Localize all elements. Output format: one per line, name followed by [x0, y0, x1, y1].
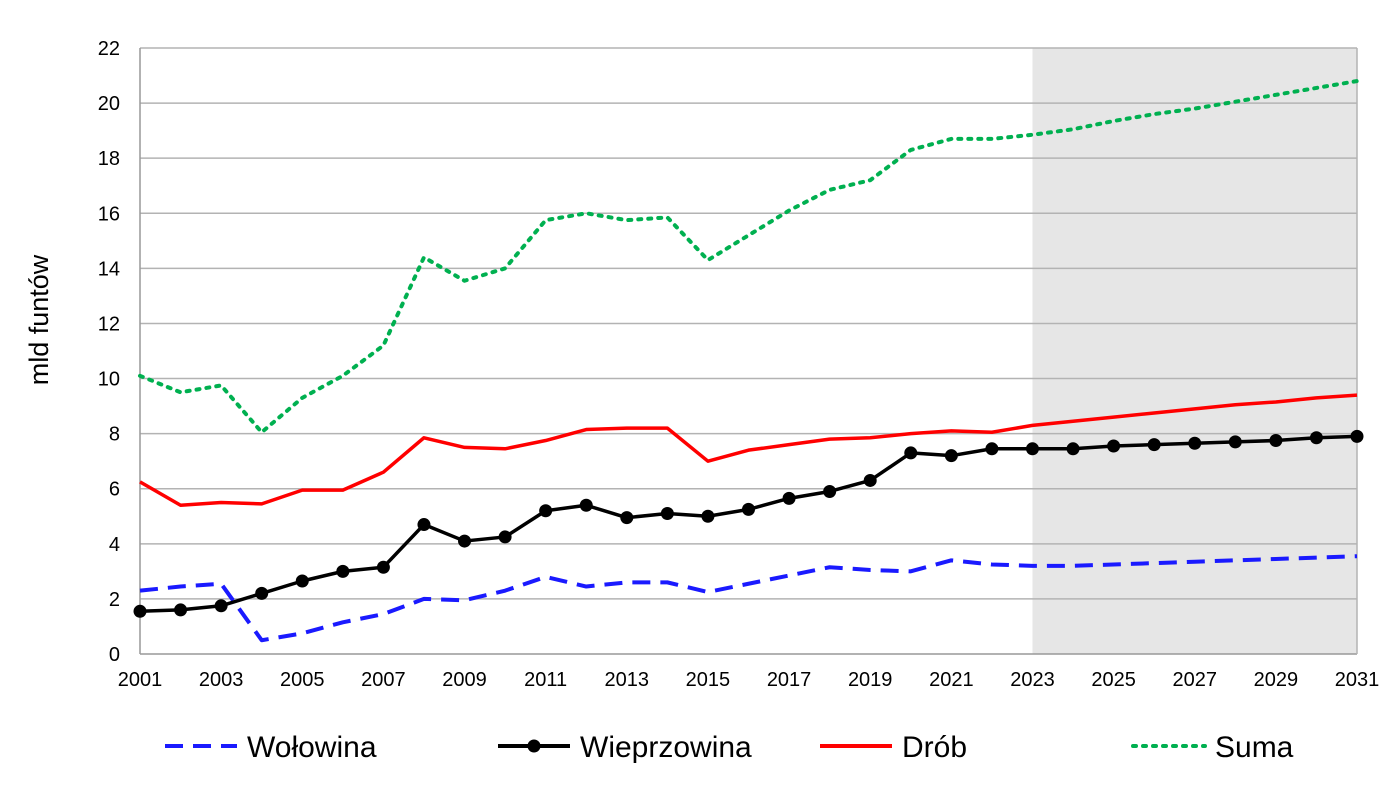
data-point	[458, 534, 472, 548]
x-tick-label: 2005	[280, 669, 325, 691]
y-tick-label: 14	[98, 258, 120, 280]
series-line-Wołowina	[139, 554, 1358, 643]
x-tick-label: 2023	[1010, 669, 1055, 691]
data-point	[660, 507, 674, 521]
legend-label: Wołowina	[247, 731, 377, 764]
data-point	[1147, 438, 1161, 452]
y-tick-label: 6	[109, 479, 120, 501]
x-tick-label: 2025	[1091, 669, 1136, 691]
data-point	[863, 473, 877, 487]
legend-label: Drób	[902, 731, 967, 764]
data-point	[1228, 435, 1242, 449]
x-tick-label: 2015	[686, 669, 731, 691]
series-line-Drób	[139, 393, 1358, 508]
data-point	[904, 446, 918, 460]
data-point	[742, 502, 755, 516]
x-tick-label: 2029	[1254, 669, 1299, 691]
y-tick-label: 22	[98, 38, 120, 60]
data-point	[782, 491, 796, 505]
data-point	[1350, 429, 1364, 443]
data-point	[620, 511, 634, 525]
data-point	[985, 442, 999, 456]
data-point	[336, 564, 350, 578]
data-point	[1025, 442, 1039, 456]
data-point	[174, 603, 188, 617]
data-point	[1188, 436, 1202, 450]
x-tick-label: 2027	[1172, 669, 1217, 691]
data-point	[1269, 434, 1283, 448]
data-point	[214, 599, 228, 613]
x-tick-label: 2007	[361, 669, 406, 691]
x-tick-label: 2011	[524, 669, 567, 691]
data-point	[1066, 442, 1080, 456]
data-point	[417, 518, 431, 532]
data-point	[579, 498, 593, 512]
data-point	[133, 604, 147, 618]
x-tick-label: 2009	[442, 669, 487, 691]
y-tick-label: 8	[109, 424, 120, 446]
y-tick-label: 0	[109, 644, 120, 666]
y-tick-label: 10	[98, 369, 120, 391]
data-point	[1309, 431, 1323, 445]
x-tick-label: 2017	[767, 669, 812, 691]
data-point	[701, 509, 715, 523]
data-point	[1107, 439, 1121, 453]
data-point	[498, 530, 512, 544]
x-tick-label: 2031	[1335, 669, 1380, 691]
x-tick-label: 2021	[929, 669, 974, 691]
y-tick-label: 20	[98, 93, 120, 115]
y-tick-label: 16	[98, 203, 120, 225]
y-tick-label: 12	[98, 313, 120, 335]
legend-label: Wieprzowina	[580, 731, 752, 764]
data-point	[255, 586, 269, 600]
x-tick-label: 2019	[848, 669, 893, 691]
y-axis-label: mld funtów	[24, 254, 54, 385]
legend-marker	[527, 739, 541, 753]
y-tick-label: 18	[98, 148, 120, 170]
data-point	[376, 560, 390, 574]
forecast-shaded-region	[1032, 48, 1357, 654]
x-tick-label: 2001	[118, 669, 163, 691]
legend-label: Suma	[1215, 731, 1294, 764]
x-tick-label: 2003	[199, 669, 244, 691]
y-tick-label: 2	[109, 589, 120, 611]
x-tick-label: 2013	[605, 669, 650, 691]
data-point	[295, 574, 309, 588]
y-tick-label: 4	[109, 534, 120, 556]
data-point	[944, 449, 958, 463]
data-point	[823, 484, 837, 498]
data-point	[539, 504, 553, 518]
